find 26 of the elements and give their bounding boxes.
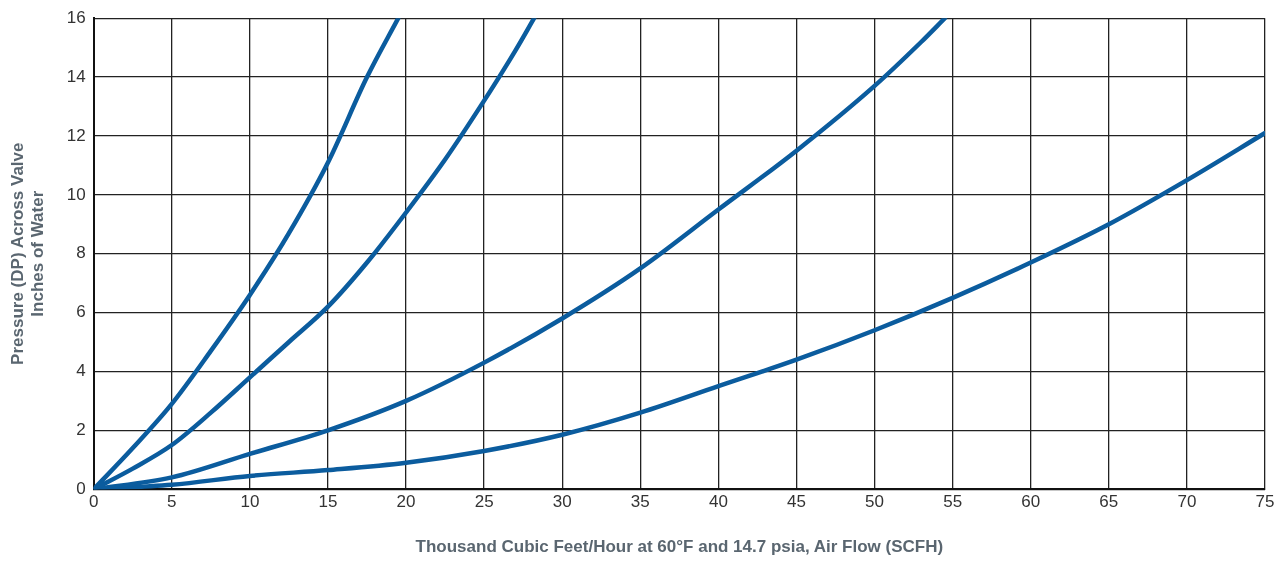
x-tick-label: 5 [167, 492, 177, 512]
y-tick-label: 14 [66, 66, 86, 86]
x-axis-title: Thousand Cubic Feet/Hour at 60°F and 14.7 psia, Air Flow (SCFH) [415, 537, 944, 557]
x-tick-label: 35 [630, 492, 650, 512]
x-tick-label: 75 [1255, 492, 1275, 512]
x-tick-label: 70 [1177, 492, 1197, 512]
y-tick-label: 10 [66, 184, 86, 204]
x-tick-label: 40 [708, 492, 728, 512]
x-tick-label: 15 [318, 492, 338, 512]
x-tick-label: 30 [552, 492, 572, 512]
x-tick-label: 60 [1021, 492, 1041, 512]
x-tick-label: 55 [943, 492, 963, 512]
y-tick-label: 2 [76, 420, 86, 440]
y-tick-label: 16 [66, 7, 86, 27]
x-tick-label: 10 [240, 492, 260, 512]
y-axis-title: Pressure (DP) Across Valve Inches of Water [7, 142, 48, 365]
y-tick-label: 8 [76, 243, 86, 263]
y-tick-label: 0 [76, 478, 86, 498]
x-tick-label: 20 [396, 492, 416, 512]
x-tick-label: 65 [1099, 492, 1119, 512]
y-tick-label: 12 [66, 125, 86, 145]
y-tick-label: 4 [76, 361, 86, 381]
x-tick-label: 45 [787, 492, 806, 512]
y-tick-label: 6 [76, 302, 86, 322]
x-tick-label: 50 [865, 492, 885, 512]
x-tick-label: 25 [474, 492, 494, 512]
